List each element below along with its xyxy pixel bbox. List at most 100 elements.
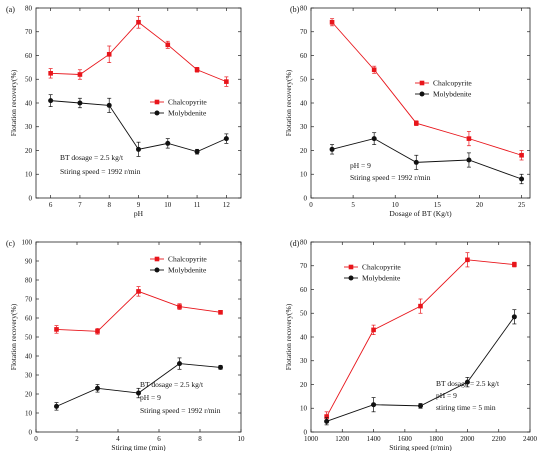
data-point (77, 72, 83, 77)
y-axis-label: Flotation recovery(%) (9, 303, 18, 370)
annotation-text: BT dosage = 2.5 kg/t (436, 379, 500, 388)
x-tick-label: 20 (476, 201, 484, 209)
data-point (95, 385, 100, 391)
x-tick-label: 0 (34, 435, 38, 443)
y-tick-label: 10 (25, 171, 33, 179)
data-point (519, 152, 524, 158)
y-tick-label: 50 (25, 76, 33, 84)
series-molybdenite (324, 309, 517, 426)
annotation-text: Stiring speed = 1992 r/min (350, 173, 431, 182)
data-point (136, 19, 141, 25)
series-molybdenite (48, 94, 229, 157)
x-tick-label: 4 (116, 435, 120, 443)
x-axis-label: Stiring speed (r/min) (389, 443, 452, 451)
y-tick-label: 40 (25, 99, 33, 107)
x-tick-label: 2400 (523, 435, 538, 443)
series-line (56, 290, 221, 332)
data-point (329, 19, 335, 25)
data-point (324, 414, 329, 419)
data-point (224, 79, 229, 84)
y-tick-label: 30 (25, 123, 33, 131)
x-tick-label: 2200 (492, 435, 507, 443)
data-point (177, 304, 182, 309)
annotation-text: pH = 9 (350, 161, 371, 170)
legend-label: Chalcopyrite (433, 79, 472, 88)
data-point (223, 136, 229, 142)
y-tick-label: 10 (25, 409, 33, 417)
x-tick-label: 15 (434, 201, 442, 209)
data-point (77, 100, 83, 106)
y-tick-label: 70 (300, 28, 308, 36)
y-tick-label: 40 (300, 333, 308, 341)
data-point (48, 98, 54, 104)
panel-label: (a) (6, 5, 15, 14)
y-tick-label: 40 (300, 99, 308, 107)
data-point (218, 364, 223, 370)
legend-marker (154, 110, 160, 116)
data-point (371, 327, 376, 333)
x-axis-label: pH (134, 209, 144, 218)
y-tick-label: 0 (304, 428, 308, 436)
panel-label: (c) (6, 239, 15, 248)
x-tick-label: 25 (518, 201, 526, 209)
y-tick-label: 20 (300, 381, 308, 389)
series-chalcopyrite (48, 15, 229, 87)
y-tick-label: 20 (25, 147, 33, 155)
y-tick-label: 90 (25, 257, 33, 265)
y-tick-label: 80 (25, 4, 33, 12)
y-tick-label: 70 (25, 28, 33, 36)
legend: Chalcopyrite Molybdenite (150, 98, 207, 118)
x-tick-label: 5 (351, 201, 355, 209)
data-point (194, 67, 200, 73)
legend-label: Molybdenite (168, 266, 207, 275)
x-tick-label: 6 (157, 435, 161, 443)
data-point (371, 136, 377, 142)
legend-marker (154, 267, 160, 273)
legend-label: Chalcopyrite (168, 255, 207, 264)
x-axis-label: Dosage of BT (Kg/t) (389, 209, 452, 218)
data-point (218, 310, 223, 315)
y-tick-label: 60 (25, 314, 33, 322)
panel-label: (b) (290, 5, 300, 14)
y-tick-label: 40 (25, 352, 33, 360)
data-point (194, 149, 200, 155)
series-line (331, 21, 522, 156)
y-tick-label: 0 (304, 194, 308, 202)
data-point (48, 71, 53, 76)
data-point (464, 379, 470, 385)
data-point (177, 361, 182, 367)
y-axis-label: Flotation recovery(%) (284, 303, 293, 370)
x-tick-label: 1000 (304, 435, 319, 443)
legend-marker (419, 91, 425, 97)
y-tick-label: 10 (300, 405, 308, 413)
data-point (54, 327, 59, 332)
legend-marker (419, 80, 425, 86)
y-tick-label: 80 (300, 238, 308, 246)
data-point (329, 146, 335, 152)
y-tick-label: 60 (25, 52, 33, 60)
panel-label: (d) (290, 239, 300, 248)
y-tick-label: 20 (25, 390, 33, 398)
y-tick-label: 50 (300, 76, 308, 84)
x-tick-label: 8 (198, 435, 202, 443)
x-tick-label: 8 (107, 201, 111, 209)
data-point (106, 102, 112, 108)
data-point (165, 140, 171, 146)
legend-label: Molybdenite (433, 90, 472, 99)
y-tick-label: 80 (25, 276, 33, 284)
data-point (371, 402, 377, 408)
data-point (106, 52, 112, 57)
data-point (465, 257, 470, 263)
annotation-text: pH = 9 (140, 393, 161, 402)
x-tick-label: 1200 (335, 435, 350, 443)
data-point (136, 289, 141, 294)
x-axis-label: Stiring time (min) (111, 443, 166, 451)
x-tick-label: 6 (49, 201, 53, 209)
legend-label: Molybdenite (362, 274, 401, 283)
legend-label: Molybdenite (168, 109, 207, 118)
legend: Chalcopyrite Molybdenite (415, 79, 472, 99)
y-tick-label: 60 (300, 52, 308, 60)
plot-frame (35, 241, 242, 433)
data-point (418, 303, 423, 309)
y-tick-label: 0 (29, 428, 33, 436)
